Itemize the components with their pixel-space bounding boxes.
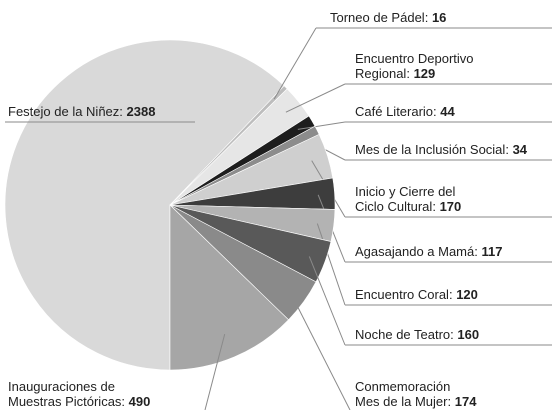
slice-label: Agasajando a Mamá 117	[355, 244, 502, 259]
label-value: 2388	[126, 104, 156, 119]
label-name: Café Literario	[355, 104, 437, 119]
label-value: 129	[413, 66, 436, 81]
slice-label: Inauguraciones de Muestras Pictóricas 49…	[8, 379, 150, 409]
slice-label: Torneo de Pádel 16	[330, 10, 446, 25]
slice-label: Festejo de la Niñez 2388	[8, 104, 155, 119]
leader-line	[285, 83, 346, 113]
label-name: Inicio y Cierre del Ciclo Cultural	[355, 184, 455, 214]
label-name: Festejo de la Niñez	[8, 104, 123, 119]
slice-label: Café Literario 44	[355, 104, 455, 119]
label-name: Encuentro Coral	[355, 287, 453, 302]
label-value: 160	[457, 327, 480, 342]
slice-label: Inicio y Cierre del Ciclo Cultural 170	[355, 184, 461, 214]
slice-label: Noche de Teatro 160	[355, 327, 479, 342]
label-value: 170	[439, 199, 462, 214]
label-value: 120	[456, 287, 478, 302]
label-name: Noche de Teatro	[355, 327, 454, 342]
slice-label: Conmemoración Mes de la Mujer 174	[355, 379, 476, 409]
leader-line	[289, 291, 351, 410]
label-value: 34	[512, 142, 528, 157]
leader-line	[204, 334, 226, 410]
leader-line	[297, 121, 346, 130]
slice-label: Encuentro Coral 120	[355, 287, 478, 302]
label-value: 16	[431, 10, 447, 25]
label-name: Torneo de Pádel	[330, 10, 428, 25]
slice-label: Encuentro Deportivo Regional 129	[355, 51, 474, 81]
label-name: Inauguraciones de Muestras Pictóricas	[8, 379, 125, 409]
pie-slice	[4, 39, 285, 371]
leader-line	[316, 223, 346, 306]
label-value: 490	[128, 394, 151, 409]
pie-slice	[169, 204, 289, 371]
leader-line	[273, 27, 317, 100]
slice-label: Mes de la Inclusión Social 34	[355, 142, 527, 157]
label-value: 44	[440, 104, 455, 119]
leader-line	[308, 256, 346, 346]
label-name: Agasajando a Mamá	[355, 244, 478, 259]
label-value: 174	[454, 394, 477, 409]
label-name: Mes de la Inclusión Social	[355, 142, 509, 157]
label-value: 117	[481, 244, 503, 259]
label-name: Conmemoración Mes de la Mujer	[355, 379, 451, 409]
